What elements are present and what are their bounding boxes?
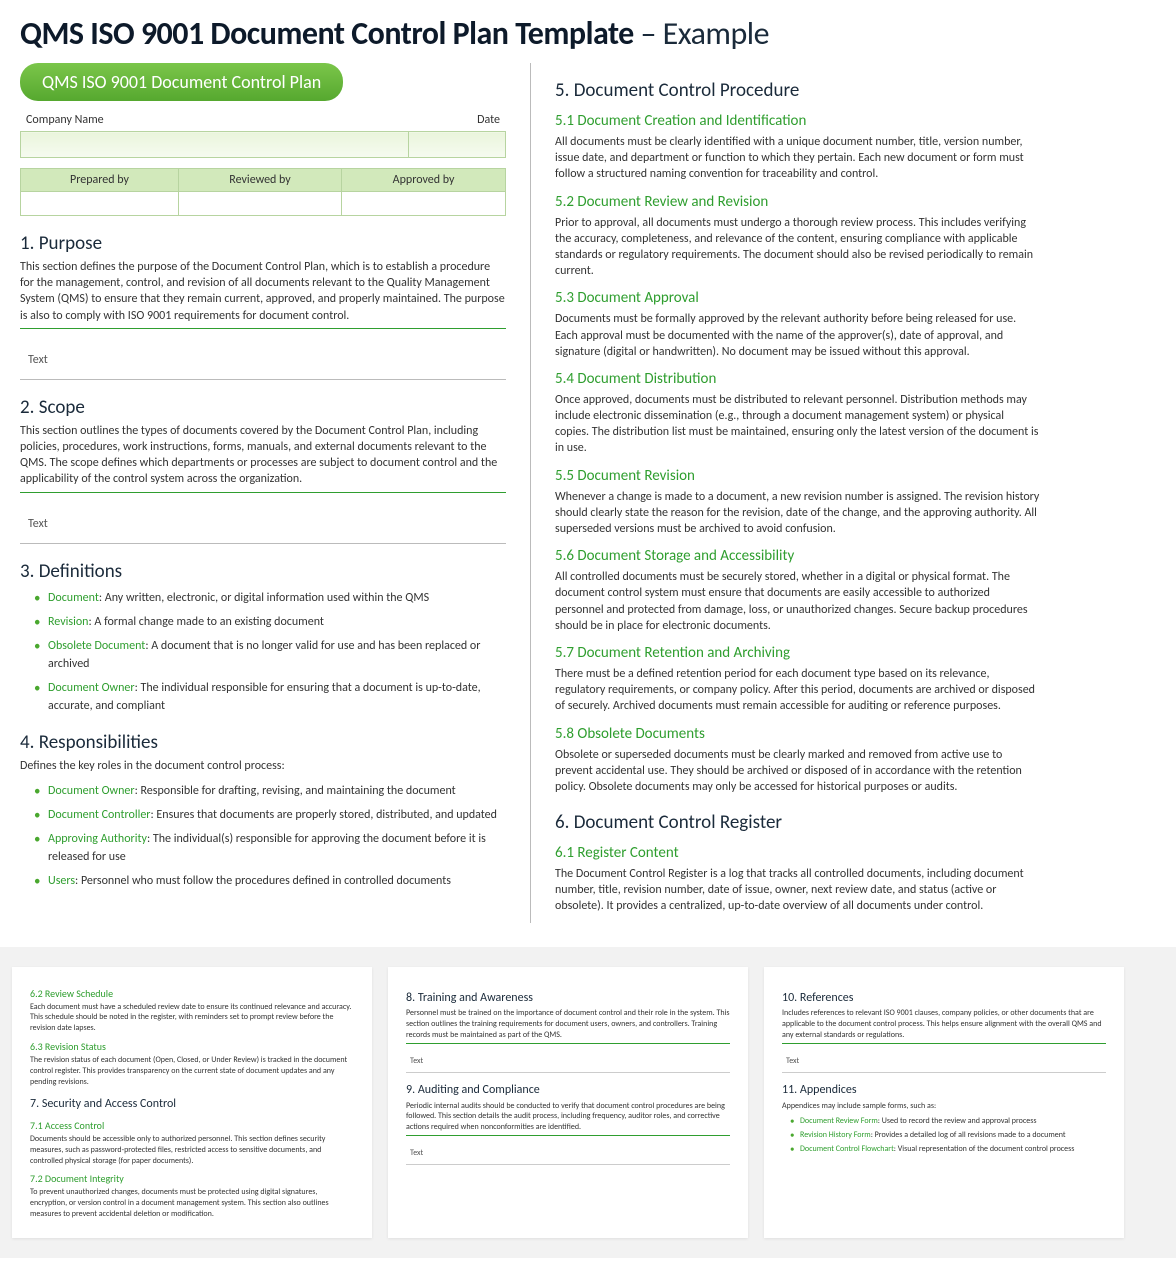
label-date: Date (477, 113, 500, 127)
subsection-body: Whenever a change is made to a document,… (555, 489, 1040, 538)
list-item: Approving Authority: The individual(s) r… (34, 830, 506, 866)
subsection-heading: 5.7 Document Retention and Archiving (555, 644, 1040, 662)
sec-6-1-body: The Document Control Register is a log t… (555, 866, 1040, 915)
sec-4-heading: 4. Responsibilities (20, 731, 506, 754)
list-item: Document Owner: Responsible for drafting… (34, 782, 506, 800)
subsection-body: All documents must be clearly identified… (555, 134, 1040, 183)
subsection-body: Once approved, documents must be distrib… (555, 392, 1040, 457)
list-item: Document Control Flowchart: Visual repre… (790, 1143, 1106, 1155)
sec-1-heading: 1. Purpose (20, 232, 506, 255)
subsection-body: Documents must be formally approved by t… (555, 311, 1040, 360)
company-field[interactable] (21, 132, 409, 158)
subsection-heading: 5.3 Document Approval (555, 289, 1040, 307)
sec-2-heading: 2. Scope (20, 396, 506, 419)
definitions-list: Document: Any written, electronic, or di… (20, 589, 506, 715)
thumbnail-page-4: 10. ReferencesIncludes references to rel… (764, 967, 1124, 1238)
subsection-heading: 5.1 Document Creation and Identification (555, 112, 1040, 130)
subsection-body: Prior to approval, all documents must un… (555, 215, 1040, 280)
subsection-heading: 5.5 Document Revision (555, 467, 1040, 485)
list-item: Document: Any written, electronic, or di… (34, 589, 506, 607)
company-date-table (20, 131, 506, 158)
approval-table: Prepared by Reviewed by Approved by (20, 168, 506, 216)
thumbnail-page-2: 6.2 Review ScheduleEach document must ha… (12, 967, 372, 1238)
document-pill: QMS ISO 9001 Document Control Plan (20, 63, 343, 101)
sec-2-body: This section outlines the types of docum… (20, 423, 506, 493)
list-item: Obsolete Document: A document that is no… (34, 637, 506, 673)
thumbnail-page-3: 8. Training and AwarenessPersonnel must … (388, 967, 748, 1238)
subsection-body: Obsolete or superseded documents must be… (555, 747, 1040, 796)
list-item: Revision: A formal change made to an exi… (34, 613, 506, 631)
col-prepared: Prepared by (21, 169, 179, 192)
sec-4-body: Defines the key roles in the document co… (20, 758, 506, 774)
page-title: QMS ISO 9001 Document Control Plan Templ… (20, 14, 1156, 53)
sec-1-placeholder[interactable]: Text (20, 337, 506, 380)
col-approved: Approved by (342, 169, 506, 192)
list-item: Document Owner: The individual responsib… (34, 679, 506, 715)
list-item: Revision History Form: Provides a detail… (790, 1129, 1106, 1141)
subsection-heading: 5.2 Document Review and Revision (555, 193, 1040, 211)
subsection-body: There must be a defined retention period… (555, 666, 1040, 715)
subsection-heading: 5.8 Obsolete Documents (555, 725, 1040, 743)
subsection-heading: 5.6 Document Storage and Accessibility (555, 547, 1040, 565)
date-field[interactable] (409, 132, 506, 158)
sec-1-body: This section defines the purpose of the … (20, 259, 506, 329)
list-item: Users: Personnel who must follow the pro… (34, 872, 506, 890)
sec-3-heading: 3. Definitions (20, 560, 506, 583)
sec-5-heading: 5. Document Control Procedure (555, 79, 1040, 102)
list-item: Document Review Form: Used to record the… (790, 1115, 1106, 1127)
sec-6-1-heading: 6.1 Register Content (555, 844, 1040, 862)
sec-6-heading: 6. Document Control Register (555, 811, 1040, 834)
responsibilities-list: Document Owner: Responsible for drafting… (20, 782, 506, 890)
sec-2-placeholder[interactable]: Text (20, 501, 506, 544)
list-item: Document Controller: Ensures that docume… (34, 806, 506, 824)
subsection-body: All controlled documents must be securel… (555, 569, 1040, 634)
col-reviewed: Reviewed by (178, 169, 341, 192)
subsection-heading: 5.4 Document Distribution (555, 370, 1040, 388)
label-company: Company Name (26, 113, 104, 127)
